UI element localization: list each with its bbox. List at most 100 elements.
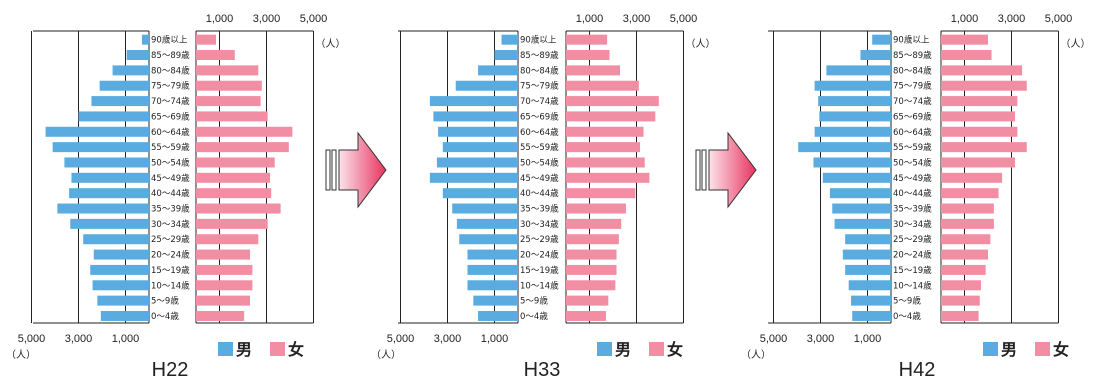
age-label: 90歳以上 bbox=[893, 35, 930, 46]
female-bar bbox=[196, 111, 268, 122]
female-bar bbox=[196, 50, 235, 61]
age-label: 0～4歳 bbox=[520, 311, 548, 322]
female-bar bbox=[941, 172, 1003, 183]
male-bar bbox=[141, 34, 149, 45]
female-bar bbox=[566, 34, 608, 45]
pyramid-H33: 1,000 3,000 5,000 （人） 5,000 3,000 1,000 （人） 90歳以… bbox=[371, 13, 716, 380]
male-bar bbox=[92, 280, 149, 291]
male-bar bbox=[456, 218, 518, 229]
unit-label-top: （人） bbox=[316, 38, 346, 50]
legend-swatch-female bbox=[1035, 342, 1050, 356]
bottom-tick-label: 3,000 bbox=[65, 333, 93, 345]
age-label: 50～54歳 bbox=[520, 157, 559, 168]
male-bar bbox=[814, 126, 891, 137]
panel-title: H22 bbox=[152, 359, 189, 380]
male-bar bbox=[100, 310, 149, 321]
female-bar bbox=[566, 50, 610, 61]
age-label: 5～9歳 bbox=[151, 296, 179, 307]
unit-label-bottom: （人） bbox=[6, 349, 36, 361]
legend-label-male: 男 bbox=[615, 340, 631, 359]
female-bar bbox=[941, 34, 988, 45]
bottom-tick-label: 5,000 bbox=[760, 333, 788, 345]
female-bar bbox=[196, 295, 251, 306]
male-bar bbox=[64, 157, 149, 168]
male-bar bbox=[78, 111, 149, 122]
female-bar bbox=[941, 65, 1023, 76]
male-bar bbox=[459, 234, 518, 245]
age-label: 60～64歳 bbox=[520, 127, 559, 138]
age-label: 65～69歳 bbox=[893, 111, 932, 122]
female-bar bbox=[566, 126, 644, 137]
age-label: 80～84歳 bbox=[151, 65, 190, 76]
male-bar bbox=[442, 142, 518, 153]
female-bar bbox=[566, 203, 626, 214]
pyramid-H22: 1,000 3,000 5,000 （人） 5,000 3,000 1,000 （人） 90歳以… bbox=[6, 13, 346, 380]
male-bar bbox=[429, 172, 518, 183]
age-label: 30～34歳 bbox=[151, 219, 190, 230]
female-bar bbox=[941, 234, 991, 245]
age-label: 10～14歳 bbox=[520, 280, 559, 291]
age-label: 80～84歳 bbox=[520, 65, 559, 76]
female-bar bbox=[941, 157, 1016, 168]
top-tick-label: 3,000 bbox=[253, 13, 281, 25]
age-label: 0～4歳 bbox=[893, 311, 921, 322]
legend-label-female: 女 bbox=[667, 340, 683, 359]
female-bar bbox=[941, 111, 1016, 122]
male-bar bbox=[852, 310, 891, 321]
age-label: 80～84歳 bbox=[893, 65, 932, 76]
bottom-tick-label: 5,000 bbox=[18, 333, 46, 345]
female-bar bbox=[196, 126, 293, 137]
male-bar bbox=[467, 280, 518, 291]
panel-title: H33 bbox=[524, 359, 561, 380]
female-bar bbox=[941, 80, 1027, 91]
top-tick-label: 1,000 bbox=[576, 13, 604, 25]
age-label: 45～49歳 bbox=[520, 173, 559, 184]
age-label: 65～69歳 bbox=[151, 111, 190, 122]
male-bar bbox=[91, 96, 149, 107]
unit-label-top: （人） bbox=[1061, 38, 1091, 50]
female-bar bbox=[196, 218, 268, 229]
male-bar bbox=[845, 264, 891, 275]
female-bar bbox=[566, 295, 609, 306]
male-bar bbox=[71, 172, 149, 183]
male-bar bbox=[45, 126, 149, 137]
female-bar bbox=[566, 310, 606, 321]
age-label: 55～59歳 bbox=[893, 142, 932, 153]
female-bar bbox=[196, 249, 251, 260]
age-label: 30～34歳 bbox=[893, 219, 932, 230]
female-bar bbox=[566, 157, 645, 168]
male-bar bbox=[478, 310, 518, 321]
male-bar bbox=[813, 157, 891, 168]
age-label: 85～89歳 bbox=[893, 50, 932, 61]
male-bar bbox=[478, 65, 518, 76]
female-bar bbox=[566, 249, 617, 260]
female-bar bbox=[941, 295, 980, 306]
female-bar bbox=[941, 264, 986, 275]
male-bar bbox=[851, 295, 891, 306]
male-bar bbox=[442, 188, 518, 199]
female-bar bbox=[566, 96, 659, 107]
legend-label-male: 男 bbox=[1001, 340, 1017, 359]
age-label: 40～44歳 bbox=[520, 188, 559, 199]
female-bar bbox=[941, 126, 1018, 137]
female-bar bbox=[196, 96, 261, 107]
female-bar bbox=[941, 218, 994, 229]
male-bar bbox=[70, 218, 149, 229]
age-label: 10～14歳 bbox=[151, 280, 190, 291]
male-bar bbox=[126, 50, 149, 61]
male-bar bbox=[798, 142, 891, 153]
age-label: 40～44歳 bbox=[151, 188, 190, 199]
age-label: 75～79歳 bbox=[151, 81, 190, 92]
unit-label-bottom: （人） bbox=[741, 349, 771, 361]
female-bar bbox=[941, 280, 981, 291]
female-bar bbox=[196, 310, 245, 321]
top-tick-label: 5,000 bbox=[1045, 13, 1073, 25]
male-bar bbox=[436, 157, 518, 168]
age-label: 45～49歳 bbox=[893, 173, 932, 184]
female-bar bbox=[196, 172, 271, 183]
top-tick-label: 5,000 bbox=[300, 13, 328, 25]
female-bar bbox=[196, 34, 216, 45]
female-bar bbox=[566, 234, 619, 245]
female-bar bbox=[196, 80, 262, 91]
